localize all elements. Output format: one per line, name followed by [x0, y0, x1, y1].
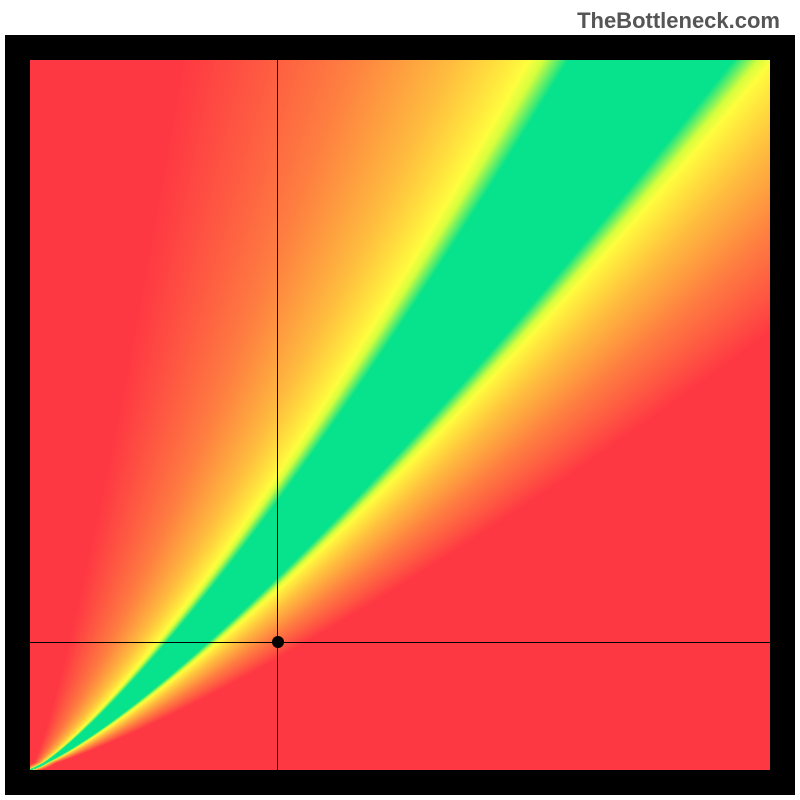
crosshair-horizontal [30, 642, 770, 643]
plot-area [30, 60, 770, 770]
chart-frame [5, 35, 795, 795]
chart-container: TheBottleneck.com [0, 0, 800, 800]
heatmap-canvas [30, 60, 770, 770]
attribution-text: TheBottleneck.com [577, 8, 780, 34]
crosshair-vertical [277, 60, 278, 770]
crosshair-dot [272, 636, 284, 648]
